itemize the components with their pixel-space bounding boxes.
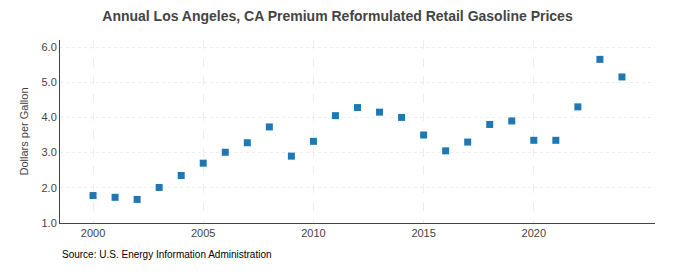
svg-text:Annual Los Angeles, CA Premium: Annual Los Angeles, CA Premium Reformula… <box>102 8 573 24</box>
svg-text:Source: U.S. Energy Informatio: Source: U.S. Energy Information Administ… <box>62 249 272 260</box>
svg-text:2.0: 2.0 <box>42 182 57 194</box>
svg-text:2000: 2000 <box>81 227 105 239</box>
svg-text:Dollars per Gallon: Dollars per Gallon <box>18 87 30 175</box>
svg-text:2010: 2010 <box>301 227 325 239</box>
svg-text:2005: 2005 <box>191 227 215 239</box>
svg-text:6.0: 6.0 <box>42 41 57 53</box>
svg-text:3.0: 3.0 <box>42 146 57 158</box>
svg-text:5.0: 5.0 <box>42 76 57 88</box>
svg-text:4.0: 4.0 <box>42 111 57 123</box>
svg-text:2020: 2020 <box>522 227 546 239</box>
svg-text:2015: 2015 <box>411 227 435 239</box>
svg-text:1.0: 1.0 <box>42 217 57 229</box>
